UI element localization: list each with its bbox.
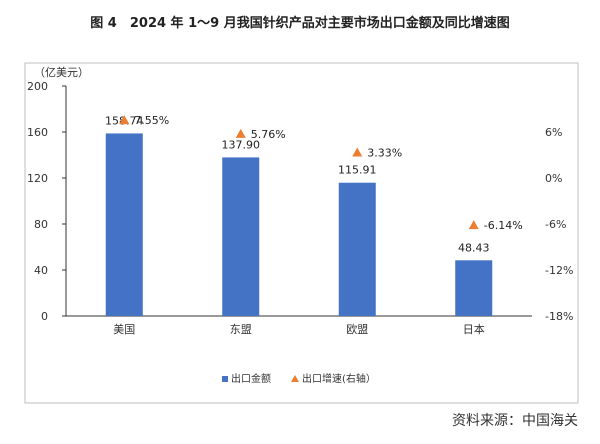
source-note: 资料来源：中国海关 xyxy=(452,413,578,429)
bar xyxy=(338,182,376,316)
growth-label: -6.14% xyxy=(484,219,523,232)
growth-label: 3.33% xyxy=(367,146,402,159)
y-axis-label: （亿美元） xyxy=(34,66,89,79)
legend-bar-label: 出口金额 xyxy=(231,372,271,385)
legend-triangle-label: 出口增速(右轴） xyxy=(302,372,376,385)
bar-value-label: 115.91 xyxy=(338,164,377,177)
x-tick-label: 欧盟 xyxy=(346,323,368,336)
x-tick-label: 日本 xyxy=(463,322,485,336)
y2-tick-label: -12% xyxy=(545,264,573,277)
bar xyxy=(105,133,143,316)
legend-bar-swatch xyxy=(222,376,228,382)
y2-tick-label: -18% xyxy=(545,310,573,323)
y-tick-label: 120 xyxy=(27,172,48,185)
x-tick-label: 东盟 xyxy=(230,323,252,336)
y-tick-label: 80 xyxy=(34,218,48,231)
growth-marker xyxy=(235,128,246,138)
y2-tick-label: 6% xyxy=(545,126,562,139)
y-tick-label: 0 xyxy=(41,310,48,323)
chart-title: 图 4 2024 年 1～9 月我国针织产品对主要市场出口金额及同比增速图 xyxy=(90,16,510,31)
chart-border xyxy=(24,62,579,404)
growth-label: 7.55% xyxy=(134,114,169,127)
y-tick-label: 160 xyxy=(27,126,48,139)
bar xyxy=(455,260,493,316)
growth-marker xyxy=(119,115,130,125)
legend-triangle-swatch xyxy=(291,375,299,382)
y-tick-label: 200 xyxy=(27,80,48,93)
y2-tick-label: 0% xyxy=(545,172,562,185)
growth-marker xyxy=(468,220,479,230)
y2-tick-label: -6% xyxy=(545,218,566,231)
x-tick-label: 美国 xyxy=(113,323,135,336)
growth-marker xyxy=(352,147,363,157)
bar xyxy=(222,157,260,316)
y-tick-label: 40 xyxy=(34,264,48,277)
bar-value-label: 48.43 xyxy=(458,241,490,254)
growth-label: 5.76% xyxy=(251,128,286,141)
bar-value-label: 137.90 xyxy=(222,138,261,151)
